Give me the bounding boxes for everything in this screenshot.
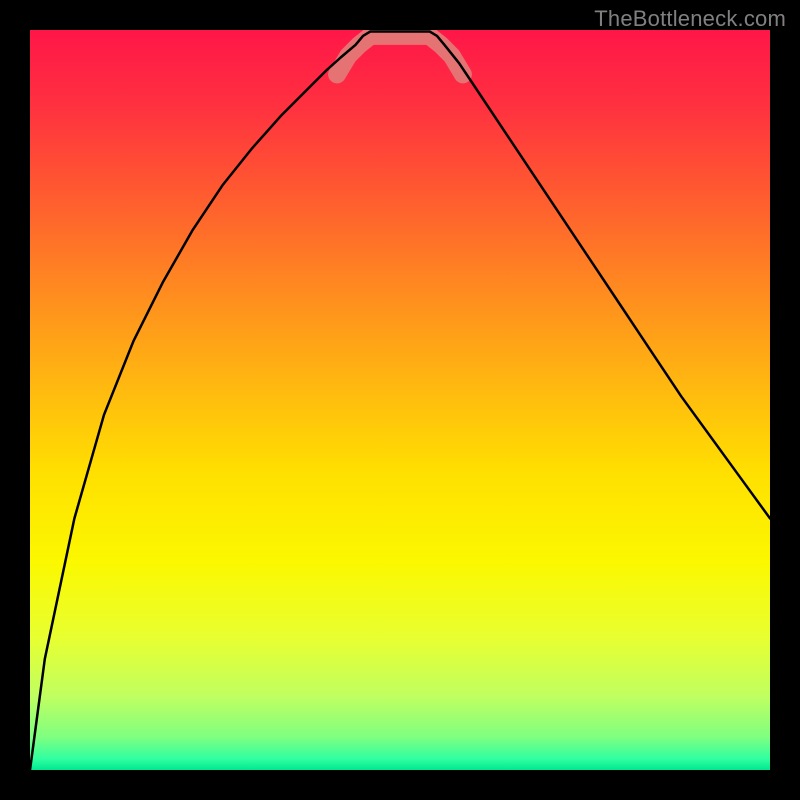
chart-background xyxy=(30,30,770,770)
chart-plot-area xyxy=(30,30,770,770)
chart-svg xyxy=(30,30,770,770)
chart-frame: TheBottleneck.com xyxy=(0,0,800,800)
watermark-text: TheBottleneck.com xyxy=(594,6,786,32)
